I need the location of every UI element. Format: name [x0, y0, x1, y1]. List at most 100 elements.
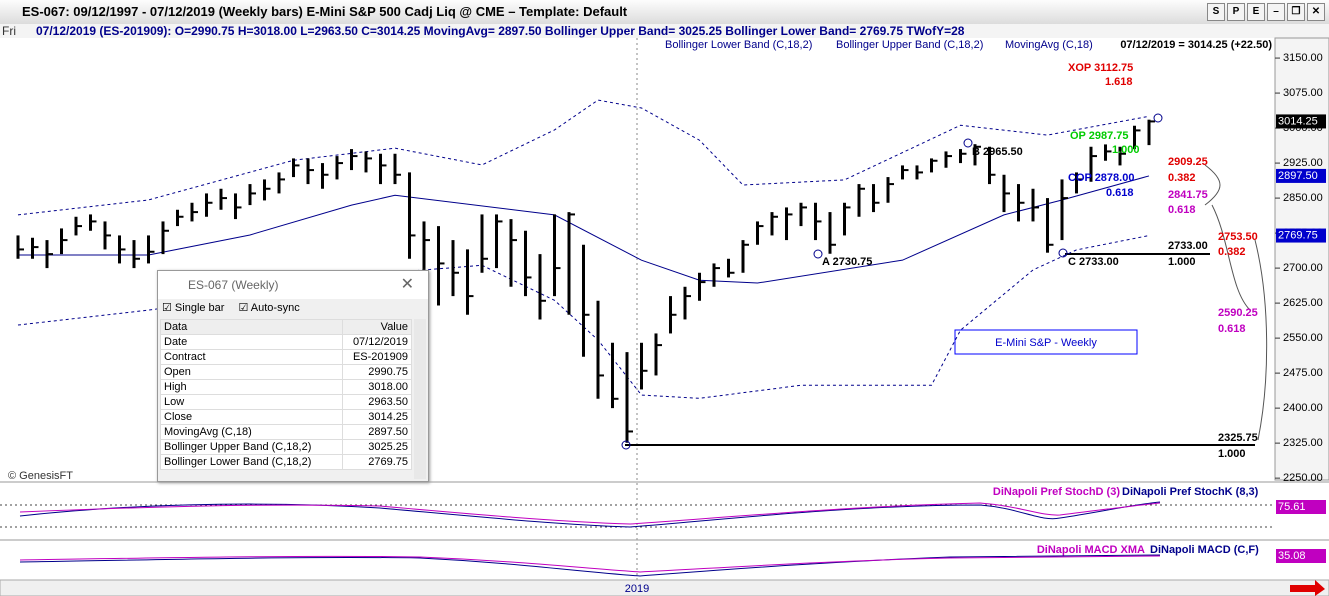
y-tick-label: 2400.00	[1283, 402, 1323, 414]
cell: 07/12/2019	[342, 334, 412, 350]
column-header: Data	[160, 319, 343, 335]
y-tick-label: 2550.00	[1283, 332, 1323, 344]
price-marker-label: 2769.75	[1278, 229, 1318, 241]
cell: Low	[160, 394, 343, 410]
table-row: Bollinger Upper Band (C,18,2) 3025.25	[160, 439, 412, 455]
legend-entry: MovingAvg (C,18)	[1005, 39, 1093, 51]
cell: 3014.25	[342, 409, 412, 425]
window-button[interactable]: S	[1207, 3, 1225, 21]
annotation: 1.000	[1218, 448, 1246, 460]
checkbox-label: Auto-sync	[250, 302, 300, 314]
cell: 3018.00	[342, 379, 412, 395]
annotation: 1.618	[1105, 76, 1133, 88]
annotation: 0.618	[1218, 323, 1246, 335]
pivot-marker	[621, 440, 631, 450]
annotation: XOP 3112.75	[1068, 62, 1133, 74]
last-price: 07/12/2019 = 3014.25 (+22.50)	[1120, 39, 1272, 51]
price-marker	[1276, 228, 1326, 243]
panel-value: 35.08	[1278, 550, 1306, 562]
y-tick-label: 2850.00	[1283, 192, 1323, 204]
y-tick-label: 3150.00	[1283, 52, 1323, 64]
pivot-marker	[963, 138, 973, 148]
data-window-title: ES-067 (Weekly) ✕	[158, 271, 428, 299]
cell: 2769.75	[342, 454, 412, 470]
annotation: 0.618	[1168, 204, 1196, 216]
table-row: MovingAvg (C,18) 2897.50	[160, 424, 412, 440]
info-bar: Fri 07/12/2019 (ES-201909): O=2990.75 H=3…	[0, 24, 1329, 38]
day: Fri	[2, 24, 16, 38]
panel-label: DiNapoli MACD (C,F)	[1150, 544, 1259, 556]
window-button[interactable]: P	[1227, 3, 1245, 21]
y-tick-label: 2325.00	[1283, 437, 1323, 449]
annotation: 2733.00	[1168, 240, 1208, 252]
title-box	[954, 329, 1138, 355]
annotation: A 2730.75	[822, 256, 872, 268]
checkbox[interactable]: ☑ Auto-sync	[238, 302, 300, 314]
restore[interactable]: ❐	[1287, 3, 1305, 21]
table-row: Low 2963.50	[160, 394, 412, 410]
annotation: 0.382	[1218, 246, 1246, 258]
cell: Close	[160, 409, 343, 425]
cell: 2990.75	[342, 364, 412, 380]
table-row: Close 3014.25	[160, 409, 412, 425]
annotation: 0.618	[1106, 187, 1134, 199]
checkbox[interactable]: ☑ Single bar	[162, 302, 225, 314]
panel-value-box	[1276, 500, 1326, 514]
annotation: 2590.25	[1218, 307, 1258, 319]
price-marker	[1276, 114, 1326, 129]
pivot-marker	[813, 249, 823, 259]
table-row: Contract ES-201909	[160, 349, 412, 365]
macd-xma	[19, 555, 1161, 573]
window-title: ES-067: 09/12/1997 - 07/12/2019 (Weekly …	[22, 4, 628, 19]
price-marker-label: 2897.50	[1278, 170, 1318, 182]
cell: 2963.50	[342, 394, 412, 410]
macd	[19, 554, 1161, 577]
price-axis	[1274, 37, 1329, 481]
chart-title: E-Mini S&P - Weekly	[995, 337, 1097, 349]
annotation: 2325.75	[1218, 432, 1258, 444]
cell: 2897.50	[342, 424, 412, 440]
table-row: Date 07/12/2019	[160, 334, 412, 350]
time-axis	[0, 579, 1329, 596]
watermark: © GenesisFT	[8, 470, 73, 482]
pivot-marker	[1058, 248, 1068, 258]
panel-label: DiNapoli Pref StochK (8,3)	[1122, 486, 1259, 498]
y-tick-label: 2700.00	[1283, 262, 1323, 274]
close[interactable]: ✕	[1307, 3, 1325, 21]
overlay-line	[18, 175, 1150, 284]
annotation: 1.000	[1112, 144, 1140, 156]
pivot-marker	[1153, 113, 1163, 123]
cell: High	[160, 379, 343, 395]
scrollbar[interactable]	[414, 319, 426, 479]
data-window: ES-067 (Weekly) ✕ ☑ Single bar ☑ Auto-sync…	[157, 270, 429, 482]
window-button[interactable]: E	[1247, 3, 1265, 21]
annotation: OP 2987.75	[1070, 130, 1129, 142]
price-marker-label: 3014.25	[1278, 115, 1318, 127]
checkbox-label: Single bar	[174, 302, 225, 314]
connector	[1204, 164, 1268, 441]
cell: Contract	[160, 349, 343, 365]
panel-value: 75.61	[1278, 501, 1306, 513]
minimize[interactable]: –	[1267, 3, 1285, 21]
legend-entry: Bollinger Lower Band (C,18,2)	[665, 39, 812, 51]
panel-value-box	[1276, 549, 1326, 563]
legend-entry: Bollinger Upper Band (C,18,2)	[836, 39, 983, 51]
scroll-arrow[interactable]	[1290, 580, 1325, 596]
annotation: 0.382	[1168, 172, 1196, 184]
table-header: Data Value	[160, 319, 412, 335]
y-tick-label: 2250.00	[1283, 472, 1323, 484]
annotation: 2753.50	[1218, 231, 1258, 243]
panel-label: DiNapoli Pref StochD (3)	[993, 486, 1120, 498]
y-tick-label: 2475.00	[1283, 367, 1323, 379]
table-row: High 3018.00	[160, 379, 412, 395]
price-marker	[1276, 168, 1326, 183]
cell: 3025.25	[342, 439, 412, 455]
data-table: Data Value Date 07/12/2019 Contract ES-201909…	[160, 319, 412, 470]
close[interactable]: ✕	[400, 276, 414, 293]
y-tick-label: 2625.00	[1283, 297, 1323, 309]
cell: Bollinger Upper Band (C,18,2)	[160, 439, 343, 455]
window-buttons: S P E – ❐ ✕	[1207, 3, 1325, 21]
panel-label: DiNapoli MACD XMA	[1037, 544, 1145, 556]
cell: Date	[160, 334, 343, 350]
